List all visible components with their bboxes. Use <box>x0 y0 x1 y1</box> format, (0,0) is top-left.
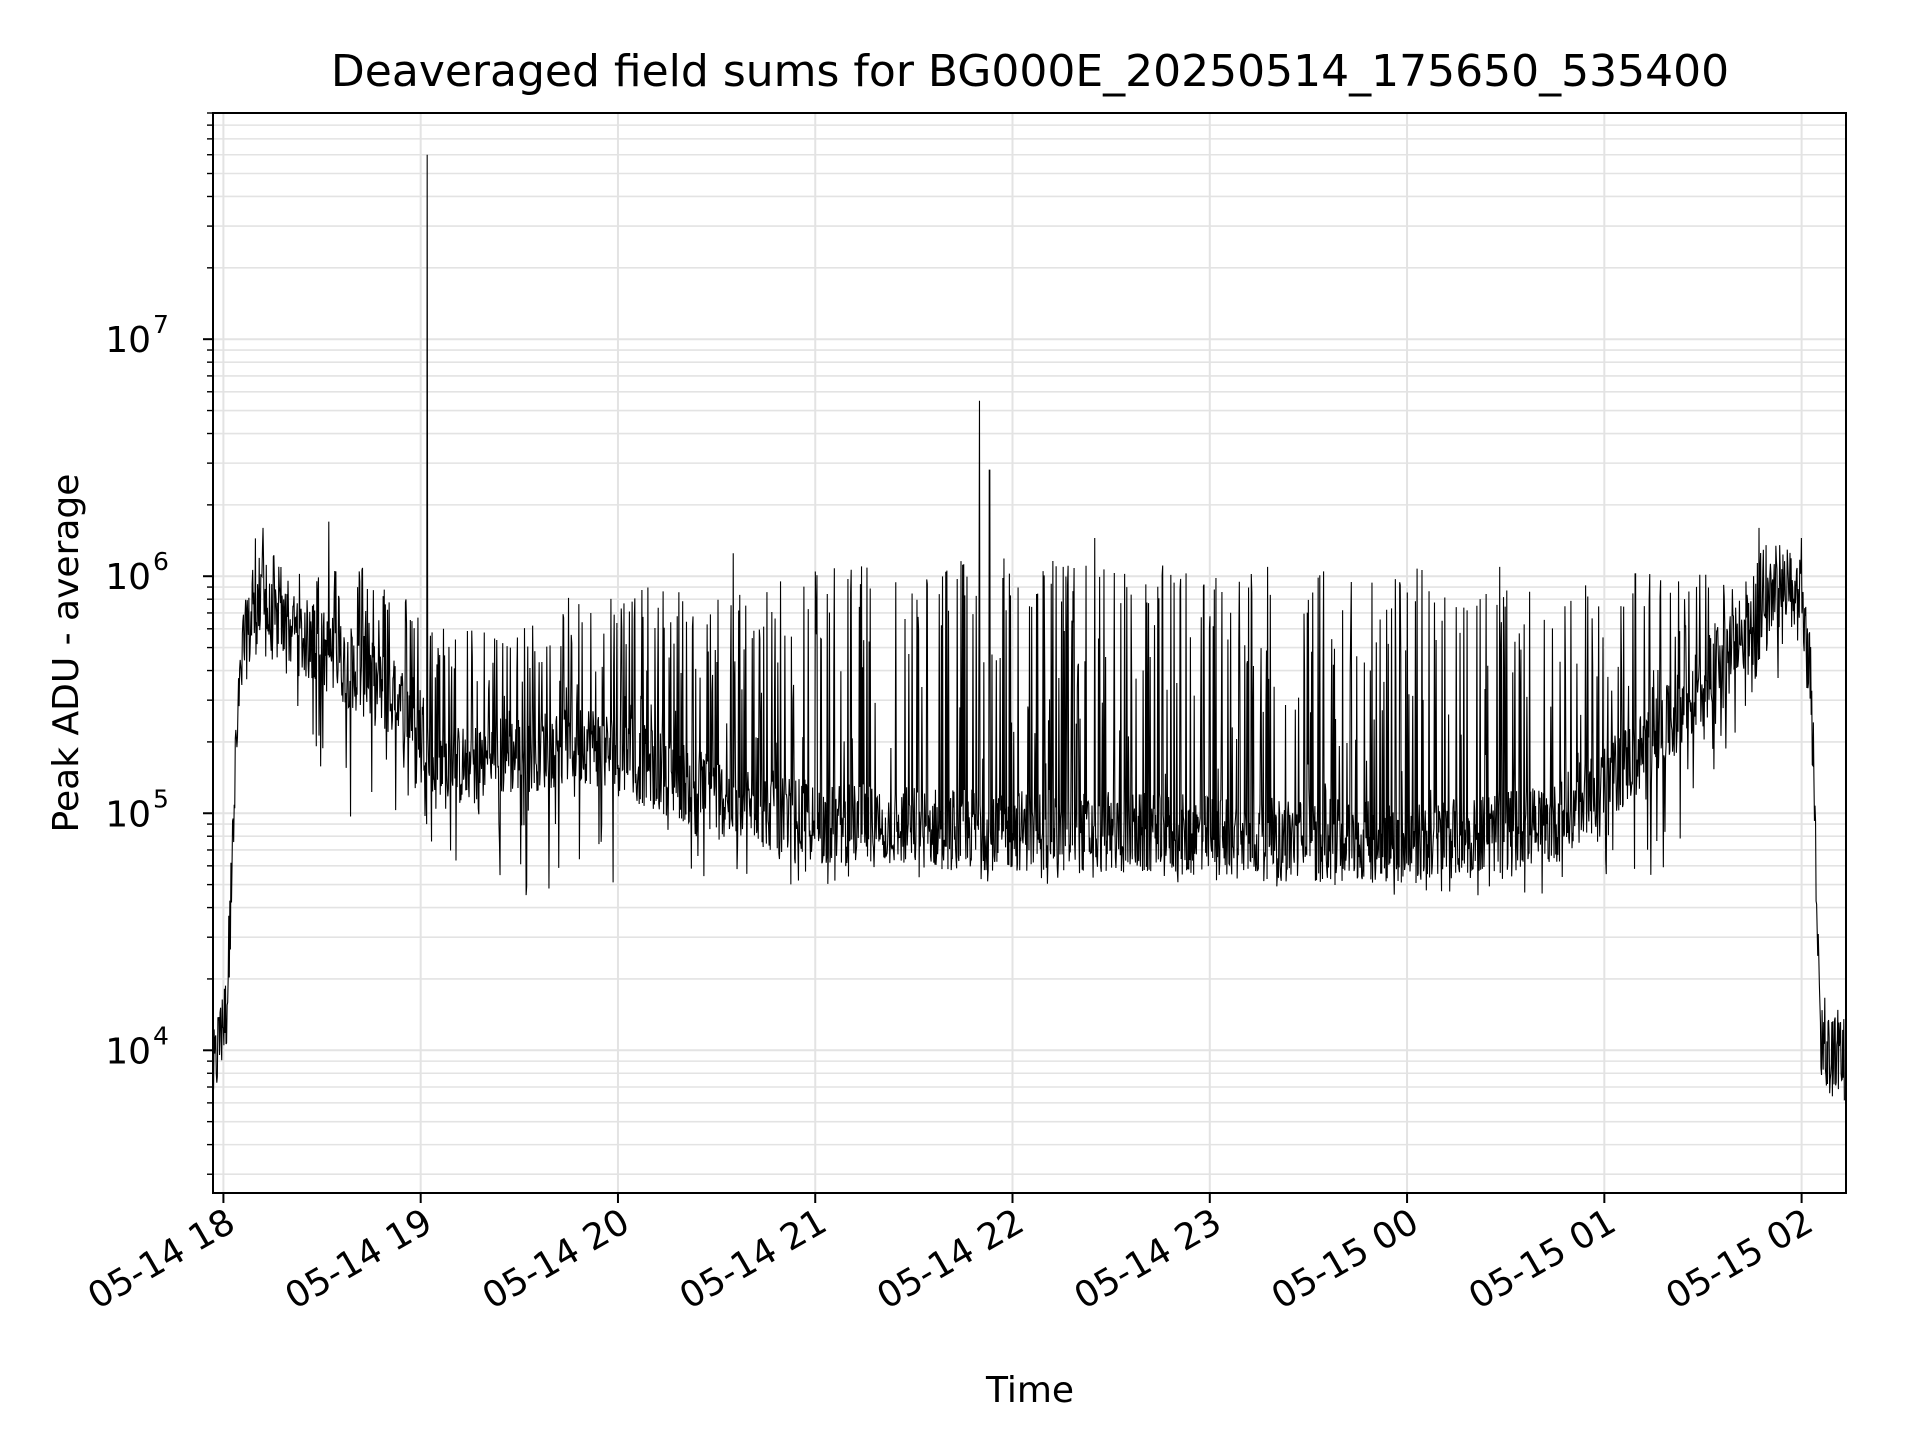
y-tick-exponent: 5 <box>153 784 169 813</box>
series-line <box>213 154 1845 1101</box>
y-tick-exponent: 7 <box>153 310 169 339</box>
plot-frame <box>212 112 1847 1194</box>
series-path <box>213 154 1845 1101</box>
y-tick-label: 10 <box>105 320 151 361</box>
y-axis-label: Peak ADU - average <box>46 474 87 833</box>
y-tick-label: 10 <box>105 1031 151 1072</box>
x-axis-label: Time <box>985 1370 1074 1411</box>
y-tick-exponent: 6 <box>153 547 169 576</box>
y-tick-exponent: 4 <box>153 1021 169 1050</box>
y-tick-label: 10 <box>105 557 151 598</box>
chart-title: Deaveraged field sums for BG000E_2025051… <box>331 46 1729 97</box>
y-tick-label: 10 <box>105 794 151 835</box>
